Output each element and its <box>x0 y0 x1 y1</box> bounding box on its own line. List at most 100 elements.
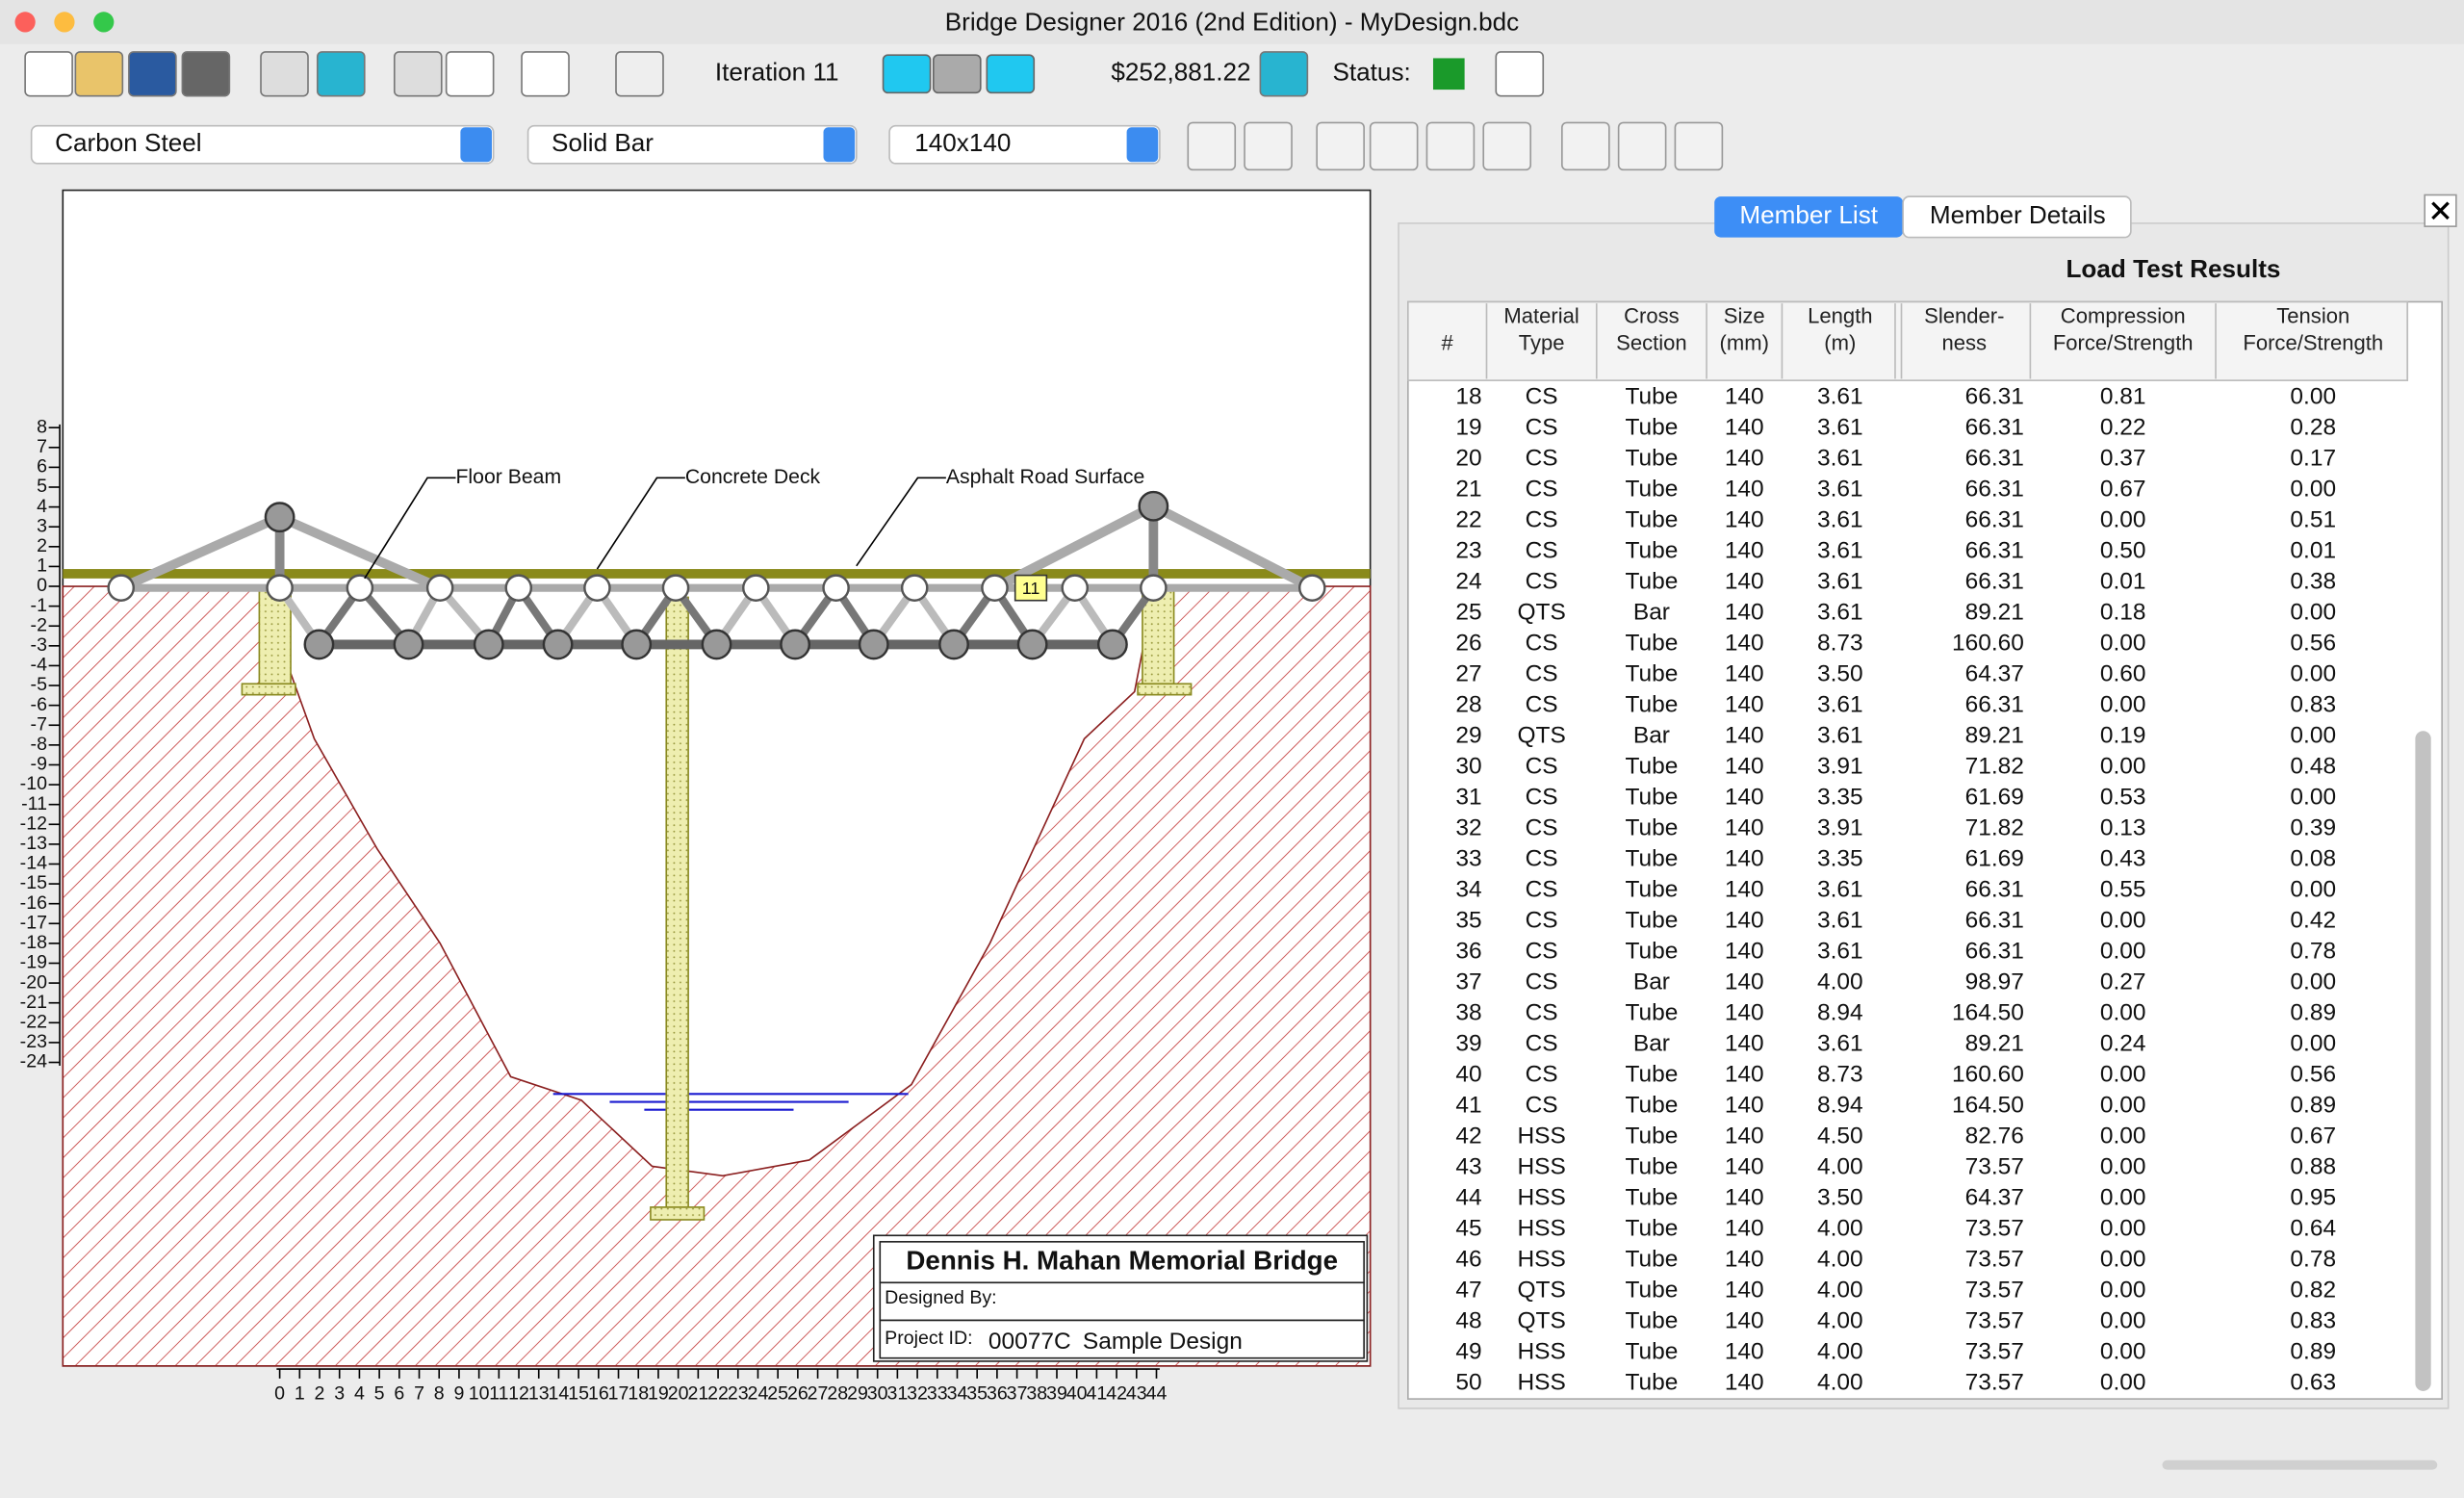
column-header: Material <box>1503 304 1578 328</box>
table-cell: 0.00 <box>2100 908 2146 934</box>
tab-member-list[interactable] <box>1714 196 1904 238</box>
table-cell: 66.31 <box>1965 384 2024 410</box>
x-ruler-label: 31 <box>886 1382 908 1404</box>
table-cell: HSS <box>1517 1247 1565 1273</box>
tool-button[interactable] <box>445 51 495 97</box>
table-cell: 0.00 <box>2290 1031 2336 1057</box>
table-cell: 3.61 <box>1817 908 1863 934</box>
road-surface <box>63 569 1371 579</box>
table-cell: HSS <box>1517 1124 1565 1149</box>
table-cell: CS <box>1526 415 1558 441</box>
tool-button[interactable] <box>1495 51 1545 97</box>
close-window[interactable] <box>14 12 36 33</box>
column-header: Force/Strength <box>2243 330 2383 354</box>
table-cell: 140 <box>1725 1062 1764 1088</box>
table-cell: CS <box>1526 754 1558 780</box>
y-ruler-label: -6 <box>31 694 48 715</box>
x-ruler-label: 30 <box>867 1382 888 1404</box>
joint <box>1140 574 1168 602</box>
table-cell: 20 <box>1455 446 1481 472</box>
nav-button[interactable] <box>986 54 1036 94</box>
callout-line <box>364 477 456 580</box>
view-button[interactable] <box>1187 121 1237 171</box>
column-header: Size <box>1724 304 1765 328</box>
view-button[interactable] <box>1244 121 1293 171</box>
view-button[interactable] <box>1674 121 1724 171</box>
view-button[interactable] <box>1482 121 1532 171</box>
view-button[interactable] <box>1369 121 1419 171</box>
tool-button[interactable] <box>24 51 73 97</box>
nav-button[interactable] <box>882 54 932 94</box>
table-cell: 0.00 <box>2290 661 2336 687</box>
table-cell: Tube <box>1625 1093 1678 1119</box>
tool-button[interactable] <box>181 51 231 97</box>
view-button[interactable] <box>1316 121 1365 171</box>
table-cell: CS <box>1526 384 1558 410</box>
zoom-window[interactable] <box>93 12 115 33</box>
x-ruler-label: 32 <box>907 1382 928 1404</box>
y-ruler-label: -21 <box>20 992 47 1013</box>
x-ruler-label: 35 <box>966 1382 988 1404</box>
tool-button[interactable] <box>615 51 664 97</box>
table-cell: 0.22 <box>2100 415 2146 441</box>
joint <box>621 629 653 660</box>
x-ruler-label: 7 <box>414 1382 424 1404</box>
table-cell: CS <box>1526 538 1558 564</box>
tool-button[interactable] <box>393 51 443 97</box>
callout-label: Concrete Deck <box>685 466 821 488</box>
table-cell: 0.00 <box>2100 692 2146 718</box>
y-ruler-label: -9 <box>31 754 47 775</box>
table-title: Load Test Results <box>2066 254 2280 283</box>
y-ruler-label: -14 <box>20 853 47 874</box>
table-cell: 0.00 <box>2290 477 2336 503</box>
table-cell: 0.42 <box>2290 908 2336 934</box>
view-button[interactable] <box>1561 121 1610 171</box>
nav-button[interactable] <box>932 54 982 94</box>
table-cell: CS <box>1526 569 1558 595</box>
size-select[interactable]: 140x140 <box>888 124 1161 165</box>
table-cell: 33 <box>1455 846 1481 872</box>
table-cell: 140 <box>1725 569 1764 595</box>
x-ruler-label: 0 <box>274 1382 285 1404</box>
tool-button[interactable] <box>1259 51 1309 97</box>
table-cell: 140 <box>1725 384 1764 410</box>
x-ruler-label: 12 <box>508 1382 529 1404</box>
bridge-name: Dennis H. Mahan Memorial Bridge <box>906 1245 1338 1275</box>
table-cell: 140 <box>1725 415 1764 441</box>
view-button[interactable] <box>1425 121 1476 171</box>
minimize-window[interactable] <box>54 12 75 33</box>
table-cell: 0.88 <box>2290 1154 2336 1180</box>
tool-button[interactable] <box>260 51 309 97</box>
table-cell: Tube <box>1625 507 1678 533</box>
table-cell: 0.83 <box>2290 692 2336 718</box>
scrollbar[interactable] <box>2415 731 2431 1391</box>
tool-button[interactable] <box>128 51 177 97</box>
tool-button[interactable] <box>521 51 570 97</box>
hscrollbar[interactable] <box>2162 1459 2438 1470</box>
joint <box>1097 629 1128 660</box>
table-cell: 21 <box>1455 477 1481 503</box>
joint <box>1016 629 1048 660</box>
y-ruler-label: 7 <box>37 436 47 457</box>
member <box>992 502 1156 593</box>
table-cell: 0.00 <box>2290 877 2336 903</box>
table-cell: Bar <box>1633 723 1670 749</box>
tool-button[interactable] <box>74 51 124 97</box>
table-cell: 0.60 <box>2100 661 2146 687</box>
x-ruler-label: 2 <box>315 1382 325 1404</box>
section-select[interactable]: Solid Bar <box>526 124 858 165</box>
callout-line <box>856 477 946 567</box>
view-button[interactable] <box>1617 121 1667 171</box>
table-cell: 35 <box>1455 908 1481 934</box>
y-ruler-label: -5 <box>31 674 48 695</box>
table-cell: 73.57 <box>1965 1278 2024 1304</box>
table-cell: 28 <box>1455 692 1481 718</box>
y-ruler-label: -23 <box>20 1031 47 1052</box>
y-ruler-label: -4 <box>31 655 48 676</box>
tool-button[interactable] <box>316 51 366 97</box>
table-cell: 3.91 <box>1817 754 1863 780</box>
tab-member-details[interactable] <box>1902 195 2132 239</box>
material-select[interactable]: Carbon Steel <box>30 124 495 165</box>
table-cell: 31 <box>1455 785 1481 811</box>
table-cell: 3.91 <box>1817 815 1863 841</box>
